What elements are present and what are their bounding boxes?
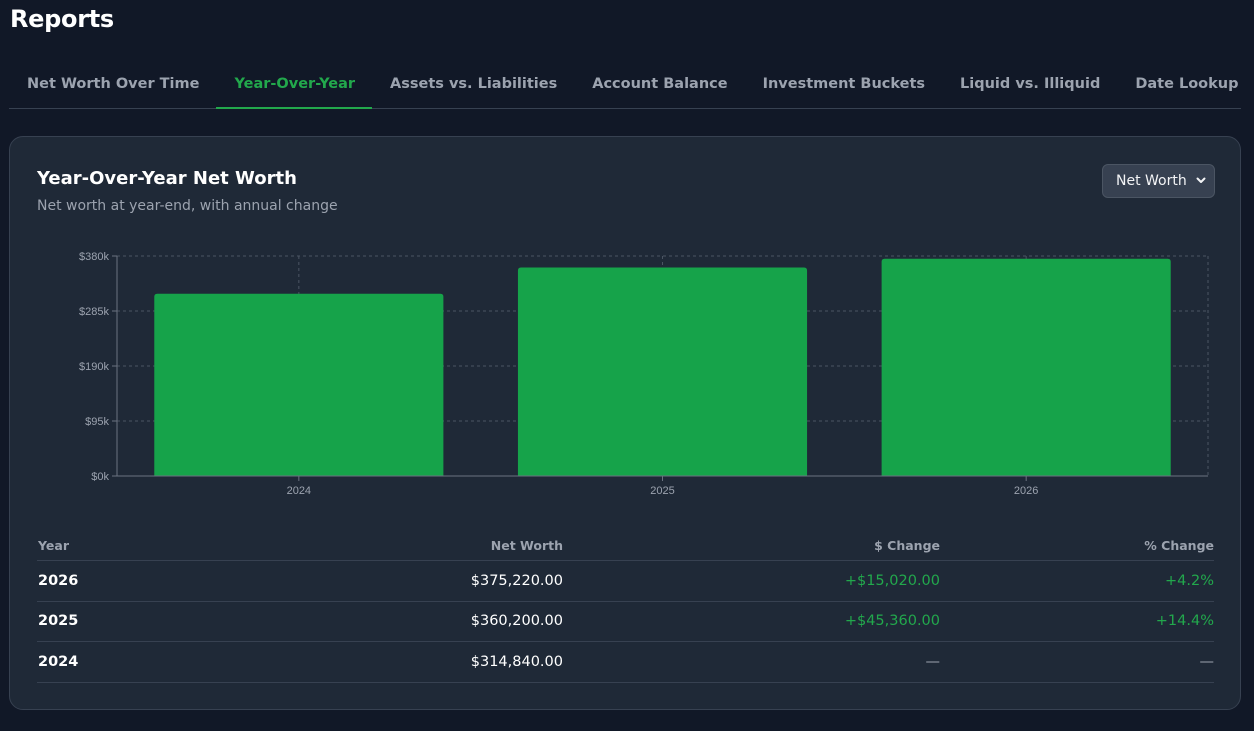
net-worth-bar-chart: $0k $95k $190k $285k $380k 2024 2025 2026: [79, 251, 1209, 497]
table-row: 2024 $314,840.00 — —: [37, 642, 1214, 683]
y-tick-label: $285k: [79, 306, 109, 318]
cell-pct-change: +14.4%: [1155, 613, 1214, 630]
header-pct-change: % Change: [1144, 537, 1214, 553]
table-row: 2025 $360,200.00 +$45,360.00 +14.4%: [37, 602, 1214, 642]
page-title: Reports: [10, 5, 114, 33]
x-tick-label: 2026: [1014, 485, 1038, 497]
table-row: 2026 $375,220.00 +$15,020.00 +4.2%: [37, 561, 1214, 602]
tab-date-lookup[interactable]: Date Lookup: [1135, 76, 1239, 92]
bar-2024: [154, 293, 444, 476]
x-tick-label: 2024: [287, 485, 311, 497]
cell-net-worth: $360,200.00: [470, 613, 563, 630]
cell-year: 2024: [38, 653, 79, 670]
report-tabs: Net Worth Over Time Year-Over-Year Asset…: [9, 62, 1241, 109]
header-change: $ Change: [874, 537, 940, 553]
cell-net-worth: $314,840.00: [470, 653, 563, 670]
tab-year-over-year[interactable]: Year-Over-Year: [216, 62, 373, 109]
report-card: Year-Over-Year Net Worth Net worth at ye…: [9, 136, 1241, 710]
card-subtitle: Net worth at year-end, with annual chang…: [37, 198, 338, 214]
table-header: Year Net Worth $ Change % Change: [37, 530, 1214, 561]
cell-year: 2026: [38, 572, 79, 589]
y-tick-label: $190k: [79, 361, 109, 373]
cell-pct-change: —: [1199, 653, 1215, 670]
header-year: Year: [38, 537, 69, 553]
cell-net-worth: $375,220.00: [470, 572, 563, 589]
tab-account-balance[interactable]: Account Balance: [592, 76, 728, 92]
yoy-table: Year Net Worth $ Change % Change 2026 $3…: [37, 530, 1214, 683]
cell-change: —: [925, 653, 941, 670]
cell-pct-change: +4.2%: [1165, 572, 1214, 589]
cell-change: +$15,020.00: [844, 572, 940, 589]
y-tick-label: $0k: [91, 471, 109, 483]
tab-net-worth-over-time[interactable]: Net Worth Over Time: [27, 76, 200, 92]
bar-2025: [517, 267, 808, 476]
y-tick-label: $380k: [79, 251, 109, 263]
x-tick-label: 2025: [650, 485, 674, 497]
chevron-down-icon: [1196, 165, 1206, 211]
y-tick-label: $95k: [85, 416, 109, 428]
tab-assets-vs-liabilities[interactable]: Assets vs. Liabilities: [390, 76, 558, 92]
header-net-worth: Net Worth: [490, 537, 563, 553]
metric-select[interactable]: Net Worth: [1102, 164, 1215, 198]
bar-2026: [881, 258, 1171, 476]
cell-year: 2025: [38, 613, 79, 630]
cell-change: +$45,360.00: [844, 613, 940, 630]
tab-investment-buckets[interactable]: Investment Buckets: [762, 76, 926, 92]
card-title: Year-Over-Year Net Worth: [37, 168, 297, 189]
tab-liquid-vs-illiquid[interactable]: Liquid vs. Illiquid: [960, 76, 1101, 92]
metric-select-value: Net Worth: [1116, 173, 1187, 189]
